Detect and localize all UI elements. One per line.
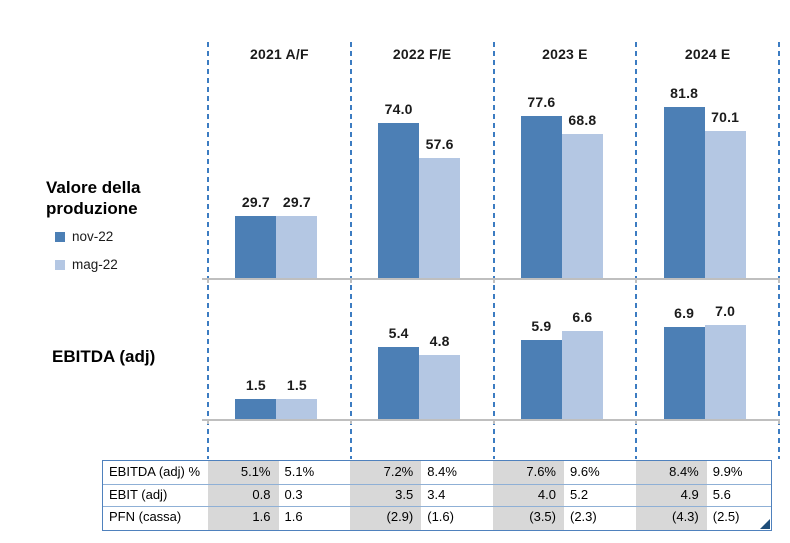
legend-label-nov22: nov-22 [72,229,114,244]
table-cell-mag22: 8.4% [427,464,457,479]
bar-mag22 [419,157,461,278]
bar-nov22 [663,326,705,419]
bar-nov22 [663,107,705,278]
bar-mag22 [561,134,603,278]
table-col-shade [207,461,279,530]
column-separator-line [635,42,638,459]
bar-value-label: 1.5 [286,376,307,393]
table-cell-nov22: 4.0 [537,486,556,502]
table-cell-mag22: (2.3) [570,509,597,525]
section-title-valore-produzione: Valore della produzione [46,178,141,219]
table-row-label: PFN (cassa) [109,509,182,525]
axis-tick [778,278,780,283]
table-cell-mag22: 0.3 [284,486,303,502]
bar-value-label: 6.9 [674,304,695,321]
column-header: 2023 E [542,46,588,62]
legend-item-nov22: nov-22 [55,229,118,244]
bar-value-label: 29.7 [282,193,311,210]
bar-value-label: 7.0 [715,303,736,320]
legend-label-mag22: mag-22 [72,257,118,272]
bar-value-label: 81.8 [670,85,699,102]
column-header: 2021 A/F [250,46,309,62]
column-separator-line [207,42,209,459]
bar-nov22 [520,339,562,419]
table-col-shade [350,461,422,530]
legend-swatch-mag22 [55,259,65,270]
axis-tick [492,419,495,424]
axis-tick [207,419,209,424]
bar-mag22 [704,131,746,278]
table-row-label: EBITDA (adj) % [109,464,201,479]
bar-value-label: 57.6 [425,135,454,152]
legend-item-mag22: mag-22 [55,257,118,272]
table-cell-mag22: 5.1% [284,464,315,479]
bar-value-label: 6.6 [572,308,593,325]
bar-mag22 [419,354,461,419]
bar-value-label: 4.8 [429,332,450,349]
table-cell-nov22: 4.9 [680,486,699,502]
table-cell-mag22: 9.9% [712,464,743,479]
table-cell-nov22: (2.9) [386,509,414,525]
bar-value-label: 29.7 [241,193,270,210]
table-cell-nov22: 7.6% [526,464,556,479]
bar-value-label: 5.4 [388,324,409,341]
bar-nov22 [378,123,420,278]
table-cell-nov22: 1.6 [252,509,271,525]
table-col-shade [493,461,564,530]
x-axis [202,419,779,421]
table-cell-nov22: 8.4% [669,464,699,479]
axis-tick [778,419,780,424]
axis-tick [492,278,495,283]
table-cell-nov22: 3.5 [395,486,414,502]
column-separator-line [778,42,780,459]
table-cell-nov22: 7.2% [383,464,414,479]
bar-value-label: 1.5 [245,376,266,393]
bar-value-label: 77.6 [527,93,556,110]
bar-value-label: 5.9 [531,317,552,334]
table-cell-mag22: 3.4 [427,486,446,502]
legend-swatch-nov22 [55,231,65,242]
chart-legend: nov-22 mag-22 [55,229,118,285]
axis-tick [635,278,638,283]
table-cell-nov22: 0.8 [252,486,271,502]
x-axis [202,278,779,280]
bar-value-label: 68.8 [568,112,597,129]
table-cell-mag22: 5.6 [712,486,731,502]
table-row-label: EBIT (adj) [109,486,168,502]
bar-mag22 [704,325,746,419]
table-cell-mag22: 5.2 [570,486,589,502]
bar-nov22 [235,398,277,419]
table-row-line [103,506,771,508]
bar-nov22 [235,215,277,278]
bar-mag22 [276,215,318,278]
table-cell-nov22: (3.5) [529,509,556,525]
column-header: 2024 E [684,46,731,62]
table-row-line [103,483,771,485]
column-header: 2022 F/E [392,46,452,62]
bar-mag22 [561,330,603,419]
bar-value-label: 74.0 [384,101,413,118]
column-separator-line [492,42,495,459]
axis-tick [635,419,638,424]
table-cell-mag22: (1.6) [427,509,454,525]
axis-tick [349,278,352,283]
axis-tick [207,278,209,283]
table-cell-mag22: 1.6 [284,509,303,525]
section-title-ebitda: EBITDA (adj) [52,347,156,366]
table-cell-nov22: 5.1% [240,464,271,479]
summary-table: EBITDA (adj) % 5.1% 5.1% 7.2% 8.4% 7.6% 9.6% 8.… [102,460,772,531]
bar-value-label: 70.1 [711,109,740,126]
table-cell-nov22: (4.3) [672,509,699,525]
axis-tick [349,419,352,424]
corner-triangle-icon [760,519,770,529]
bar-mag22 [276,398,318,419]
bar-nov22 [378,346,420,419]
table-col-shade [635,461,707,530]
table-cell-mag22: 9.6% [570,464,600,479]
column-separator-line [349,42,352,459]
bar-nov22 [520,115,562,278]
table-cell-mag22: (2.5) [712,509,740,525]
